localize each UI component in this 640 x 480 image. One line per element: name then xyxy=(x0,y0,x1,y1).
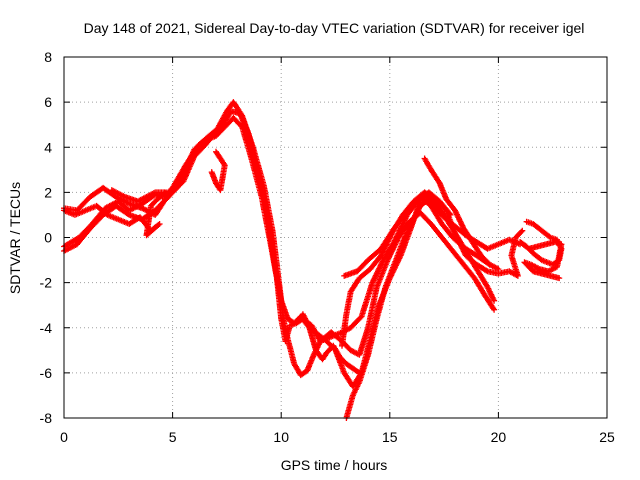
x-tick-label: 5 xyxy=(169,429,177,445)
data-points-track-7 xyxy=(421,155,502,273)
chart-title: Day 148 of 2021, Sidereal Day-to-day VTE… xyxy=(84,20,585,36)
x-tick-label: 0 xyxy=(60,429,68,445)
data-points-track-6 xyxy=(341,189,454,279)
y-axis-label: SDTVAR / TECUs xyxy=(7,182,23,294)
y-tick-label: -2 xyxy=(40,275,53,291)
y-tick-label: 4 xyxy=(44,139,52,155)
y-tick-label: 2 xyxy=(44,184,52,200)
y-tick-label: 6 xyxy=(44,94,52,110)
x-tick-label: 15 xyxy=(382,429,398,445)
x-tick-label: 25 xyxy=(599,429,615,445)
axis-ticks: 0 5 10 15 20 25 -8 -6 -4 -2 0 2 4 6 8 xyxy=(40,49,615,445)
y-tick-label: -4 xyxy=(40,320,53,336)
y-tick-label: -6 xyxy=(40,365,53,381)
y-tick-label: 0 xyxy=(44,230,52,246)
series-track-10 xyxy=(208,148,228,194)
y-tick-label: 8 xyxy=(44,49,52,65)
x-axis-label: GPS time / hours xyxy=(281,457,388,473)
x-tick-label: 20 xyxy=(491,429,507,445)
y-tick-label: -8 xyxy=(40,410,53,426)
data-points-track-10 xyxy=(208,148,228,194)
x-tick-label: 10 xyxy=(273,429,289,445)
data-points-track-8 xyxy=(517,218,565,282)
data-points-track-11 xyxy=(295,311,363,376)
series-track-11 xyxy=(295,311,363,376)
series-track-8 xyxy=(517,218,565,282)
series-track-7 xyxy=(421,155,502,273)
series-track-6 xyxy=(341,189,454,279)
